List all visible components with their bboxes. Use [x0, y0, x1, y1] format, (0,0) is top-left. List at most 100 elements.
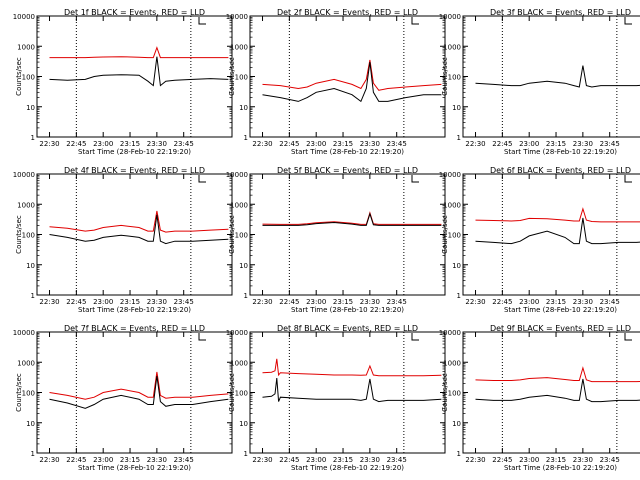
y-axis-label: Counts/sec — [228, 215, 236, 254]
events-series-line — [475, 378, 640, 403]
y-tick-label: 1000 — [17, 359, 35, 367]
panel-title: Det 4f BLACK = Events, RED = LLD — [64, 166, 205, 175]
events-series-line — [475, 65, 640, 88]
x-tick-label: 22:45 — [279, 298, 299, 306]
y-tick-label: 10 — [239, 104, 248, 112]
x-tick-label: 22:45 — [279, 456, 299, 464]
y-tick-label: 1000 — [17, 201, 35, 209]
x-tick-label: 23:15 — [333, 456, 353, 464]
y-tick-label: 10 — [239, 420, 248, 428]
y-tick-label: 10000 — [439, 13, 461, 21]
panel-4: Det 4f BLACK = Events, RED = LLD 1 10 100 10… — [13, 166, 233, 314]
y-tick-label: 10 — [26, 104, 35, 112]
x-tick-label: 23:30 — [360, 140, 380, 148]
events-series-line — [49, 214, 229, 245]
y-tick-label: 10000 — [13, 13, 35, 21]
legend-bracket — [198, 175, 206, 183]
y-tick-label: 1000 — [230, 43, 248, 51]
y-tick-label: 100 — [235, 74, 248, 82]
x-tick-label: 23:45 — [174, 140, 194, 148]
panel-title: Det 9f BLACK = Events, RED = LLD — [490, 324, 631, 333]
legend-bracket — [198, 333, 206, 341]
y-tick-label: 10000 — [13, 329, 35, 337]
x-tick-label: 22:30 — [39, 140, 59, 148]
x-tick-label: 23:45 — [387, 298, 407, 306]
x-tick-label: 23:45 — [600, 456, 620, 464]
x-axis-label: Start Time (28-Feb-10 22:19:20) — [504, 464, 617, 472]
y-tick-label: 100 — [235, 390, 248, 398]
lld-series-line — [475, 207, 640, 223]
y-tick-label: 1 — [244, 134, 248, 142]
y-tick-label: 10000 — [226, 13, 248, 21]
plot-frame — [36, 15, 233, 138]
x-tick-label: 22:45 — [66, 298, 86, 306]
y-tick-label: 100 — [448, 390, 461, 398]
events-series-line — [475, 217, 640, 245]
panel-title: Det 7f BLACK = Events, RED = LLD — [64, 324, 205, 333]
x-tick-label: 23:00 — [306, 456, 326, 464]
y-tick-label: 10 — [26, 420, 35, 428]
x-tick-label: 23:15 — [546, 298, 566, 306]
y-tick-label: 10 — [452, 420, 461, 428]
y-tick-label: 1 — [457, 134, 461, 142]
x-tick-label: 23:15 — [546, 140, 566, 148]
x-tick-label: 23:30 — [360, 456, 380, 464]
x-tick-label: 23:00 — [306, 140, 326, 148]
legend-bracket — [411, 333, 419, 341]
y-tick-label: 10 — [452, 104, 461, 112]
x-tick-label: 23:45 — [387, 456, 407, 464]
x-tick-label: 23:15 — [120, 140, 140, 148]
legend-bracket — [624, 333, 632, 341]
y-axis-label: Counts/sec — [228, 57, 236, 96]
x-tick-label: 23:15 — [333, 140, 353, 148]
x-tick-label: 23:45 — [600, 140, 620, 148]
x-tick-label: 23:00 — [519, 298, 539, 306]
lld-series-line — [475, 366, 640, 383]
x-axis-label: Start Time (28-Feb-10 22:19:20) — [291, 148, 404, 156]
x-tick-label: 22:45 — [66, 456, 86, 464]
x-tick-label: 23:30 — [573, 298, 593, 306]
y-axis-label: Counts/sec — [441, 373, 449, 412]
y-tick-label: 100 — [22, 232, 35, 240]
y-tick-label: 1 — [244, 450, 248, 458]
x-tick-label: 23:30 — [573, 456, 593, 464]
legend-bracket — [411, 175, 419, 183]
panel-9: Det 9f BLACK = Events, RED = LLD 1 10 100 10… — [439, 324, 640, 472]
y-tick-label: 100 — [22, 390, 35, 398]
y-tick-label: 1000 — [443, 359, 461, 367]
y-tick-label: 10000 — [13, 171, 35, 179]
lld-series-line — [49, 371, 229, 400]
y-tick-label: 10000 — [439, 329, 461, 337]
plot-frame — [462, 331, 640, 454]
x-tick-label: 23:00 — [306, 298, 326, 306]
x-axis-label: Start Time (28-Feb-10 22:19:20) — [504, 306, 617, 314]
events-series-line — [49, 56, 229, 87]
y-tick-label: 10 — [452, 262, 461, 270]
x-tick-label: 23:30 — [147, 456, 167, 464]
plot-frame — [249, 15, 446, 138]
y-axis-label: Counts/sec — [441, 57, 449, 96]
y-tick-label: 10 — [26, 262, 35, 270]
y-tick-label: 10000 — [226, 329, 248, 337]
x-tick-label: 23:45 — [387, 140, 407, 148]
events-series-line — [262, 212, 442, 226]
x-tick-label: 23:00 — [93, 298, 113, 306]
x-tick-label: 23:00 — [519, 456, 539, 464]
x-tick-label: 23:15 — [333, 298, 353, 306]
x-axis-label: Start Time (28-Feb-10 22:19:20) — [78, 464, 191, 472]
y-axis-label: Counts/sec — [15, 373, 23, 412]
panel-title: Det 8f BLACK = Events, RED = LLD — [277, 324, 418, 333]
panel-8: Det 8f BLACK = Events, RED = LLD 1 10 100 10… — [226, 324, 446, 472]
panel-3: Det 3f BLACK = Events, RED = LLD 1 10 100 10… — [439, 8, 640, 156]
y-tick-label: 100 — [448, 232, 461, 240]
x-tick-label: 22:45 — [492, 140, 512, 148]
y-tick-label: 1000 — [443, 201, 461, 209]
panel-title: Det 3f BLACK = Events, RED = LLD — [490, 8, 631, 17]
lld-series-line — [262, 59, 442, 91]
plot-frame — [36, 173, 233, 296]
legend-bracket — [198, 17, 206, 25]
plot-frame — [462, 173, 640, 296]
plot-frame — [249, 173, 446, 296]
y-tick-label: 10 — [239, 262, 248, 270]
